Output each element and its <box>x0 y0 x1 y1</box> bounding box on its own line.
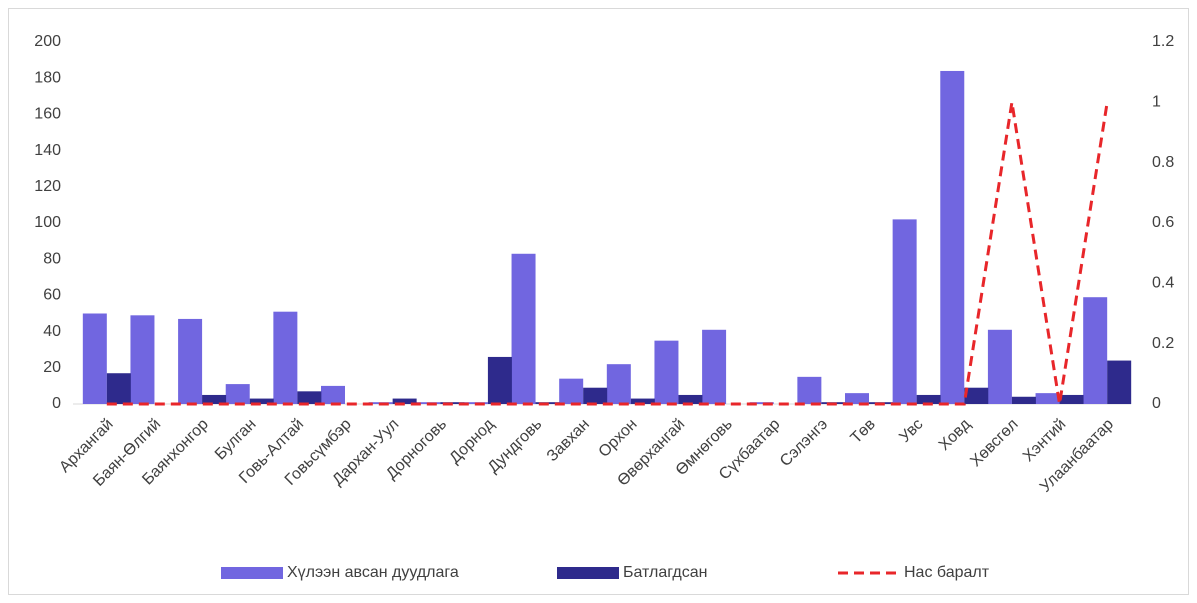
bar <box>1035 393 1060 404</box>
y-tick-label: 180 <box>34 69 61 86</box>
bar <box>559 378 584 404</box>
bar <box>178 318 203 404</box>
y2-tick-label: 1.2 <box>1152 33 1174 50</box>
y-tick-label: 140 <box>34 142 61 159</box>
y-tick-label: 80 <box>43 250 61 267</box>
bar <box>273 311 298 404</box>
legend-label: Батлагдсан <box>623 564 707 581</box>
bar <box>678 394 703 404</box>
y-tick-label: 160 <box>34 106 61 123</box>
y-tick-label: 200 <box>34 33 61 50</box>
bar <box>916 394 941 404</box>
bar <box>630 398 655 404</box>
bar <box>606 364 631 404</box>
bar <box>892 219 917 404</box>
bar <box>225 384 250 404</box>
bar <box>321 385 345 404</box>
bar <box>130 315 155 404</box>
legend-label: Хүлээн авсан дуудлага <box>287 564 459 581</box>
bar <box>749 402 774 404</box>
y2-tick-label: 0.4 <box>1152 275 1174 292</box>
y2-tick-label: 0.6 <box>1152 214 1174 231</box>
bar <box>940 70 965 405</box>
bar <box>511 253 536 404</box>
y-tick-label: 60 <box>43 287 61 304</box>
bar <box>583 387 608 404</box>
bar <box>106 373 131 404</box>
y-tick-label: 0 <box>52 395 61 412</box>
bar <box>249 398 274 404</box>
y2-tick-label: 1 <box>1152 94 1161 111</box>
legend-swatch <box>557 567 619 579</box>
line <box>106 102 1109 406</box>
bar <box>845 393 869 404</box>
bar <box>392 398 417 404</box>
bar <box>987 329 1012 404</box>
bar <box>1107 360 1132 404</box>
bar <box>487 356 512 404</box>
bar <box>202 394 227 404</box>
bar <box>797 376 822 404</box>
legend-swatch <box>221 567 283 579</box>
y2-tick-label: 0.8 <box>1152 154 1174 171</box>
bar <box>82 313 107 404</box>
bar <box>1083 297 1108 404</box>
y-tick-label: 20 <box>43 359 61 376</box>
y2-tick-label: 0 <box>1152 395 1161 412</box>
bar <box>297 391 322 404</box>
y-tick-label: 40 <box>43 323 61 340</box>
y-tick-label: 120 <box>34 178 61 195</box>
chart-frame <box>8 8 1189 595</box>
bar <box>964 387 989 404</box>
bar <box>1059 394 1084 404</box>
y-tick-label: 100 <box>34 214 61 231</box>
bar <box>702 329 727 404</box>
bar <box>1011 396 1036 404</box>
bar <box>654 340 679 404</box>
y2-tick-label: 0.2 <box>1152 335 1174 352</box>
legend-label: Нас баралт <box>904 564 990 581</box>
